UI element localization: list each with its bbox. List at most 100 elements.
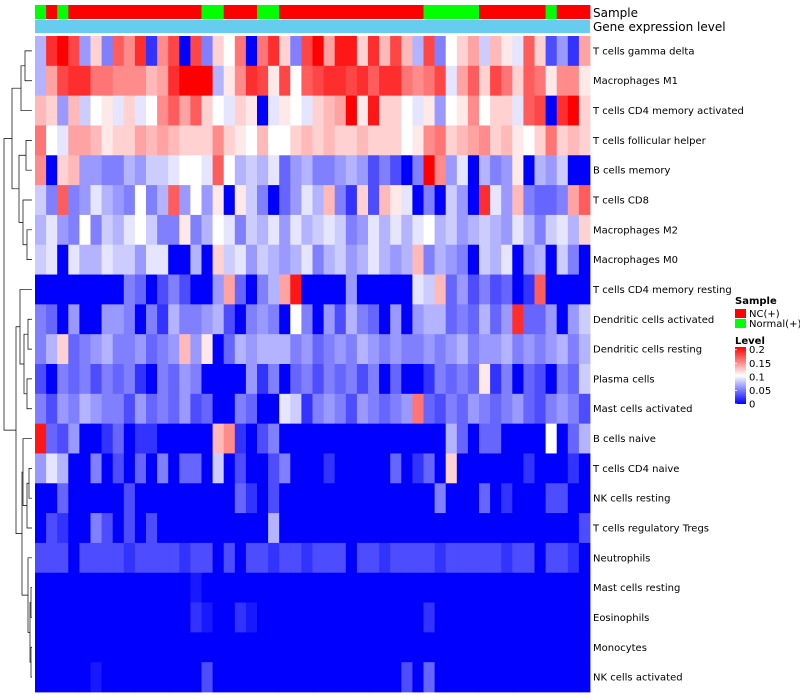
heatmap-cell bbox=[334, 155, 347, 186]
dendrogram-branch bbox=[22, 199, 32, 246]
heatmap-cell bbox=[556, 185, 569, 216]
heatmap-cell bbox=[512, 304, 524, 335]
heatmap-cell bbox=[234, 185, 247, 216]
heatmap-cell bbox=[90, 65, 102, 97]
sample-annotation-cell bbox=[467, 5, 480, 19]
heatmap-cell bbox=[401, 632, 413, 663]
heatmap-cell bbox=[434, 304, 447, 335]
heatmap-cell bbox=[179, 125, 191, 156]
heatmap-cell bbox=[57, 214, 69, 246]
heatmap-cell bbox=[134, 304, 147, 335]
heatmap-cell bbox=[157, 632, 169, 663]
heatmap-cell bbox=[268, 65, 280, 97]
heatmap-cell bbox=[356, 334, 369, 365]
heatmap-cell bbox=[356, 483, 369, 514]
heatmap-cell bbox=[157, 393, 169, 425]
heatmap-cell bbox=[390, 423, 402, 454]
heatmap-cell bbox=[390, 36, 402, 67]
heatmap-cell bbox=[112, 304, 125, 335]
heatmap-cell bbox=[467, 334, 480, 365]
heatmap-cell bbox=[434, 542, 447, 574]
heatmap-cell bbox=[534, 65, 546, 97]
heatmap-cell bbox=[379, 304, 391, 335]
heatmap-cell bbox=[345, 95, 358, 126]
heatmap-cell bbox=[212, 572, 225, 603]
heatmap-cell bbox=[212, 214, 225, 246]
heatmap-cell bbox=[434, 214, 447, 246]
heatmap-cell bbox=[268, 542, 280, 574]
legend-color-bar bbox=[735, 347, 746, 404]
heatmap-cell bbox=[234, 602, 247, 633]
heatmap-cell bbox=[379, 125, 391, 156]
heatmap-cell bbox=[168, 602, 180, 633]
heatmap-cell bbox=[345, 662, 358, 693]
sample-annotation-cell bbox=[334, 5, 347, 19]
heatmap-cell bbox=[323, 155, 336, 186]
heatmap-cell bbox=[201, 453, 213, 484]
heatmap-cell bbox=[345, 65, 358, 97]
heatmap-cell bbox=[190, 662, 202, 693]
heatmap-cell bbox=[301, 214, 313, 246]
heatmap-cell bbox=[479, 95, 491, 126]
heatmap-cell bbox=[312, 423, 324, 454]
heatmap-cell bbox=[90, 185, 102, 216]
heatmap-cell bbox=[268, 393, 280, 425]
heatmap-cell bbox=[101, 65, 114, 97]
heatmap-cell bbox=[467, 274, 480, 305]
heatmap-cell bbox=[456, 274, 469, 305]
heatmap-cell bbox=[578, 185, 591, 216]
sample-annotation-cell bbox=[35, 5, 47, 19]
heatmap-cell bbox=[390, 214, 402, 246]
heatmap-cell bbox=[79, 95, 91, 126]
heatmap-cell bbox=[556, 393, 569, 425]
heatmap-cell bbox=[490, 334, 502, 365]
heatmap-cell bbox=[512, 602, 524, 633]
heatmap-cell bbox=[368, 513, 380, 544]
heatmap-cell bbox=[501, 125, 513, 156]
heatmap-cell bbox=[57, 304, 69, 335]
sample-annotation-cell bbox=[179, 5, 191, 19]
heatmap-cell bbox=[301, 155, 313, 186]
heatmap-cell bbox=[490, 542, 502, 574]
heatmap-cell bbox=[79, 393, 91, 425]
heatmap-cell bbox=[123, 185, 136, 216]
heatmap-cell bbox=[112, 185, 125, 216]
heatmap-cell bbox=[368, 393, 380, 425]
heatmap-cell bbox=[334, 304, 347, 335]
heatmap-cell bbox=[190, 214, 202, 246]
heatmap-cell bbox=[412, 244, 424, 275]
heatmap-cell bbox=[567, 155, 580, 186]
heatmap-cell bbox=[445, 483, 458, 514]
heatmap-cell bbox=[257, 513, 269, 544]
heatmap-cell bbox=[190, 95, 202, 126]
heatmap-cell bbox=[556, 274, 569, 305]
heatmap-cell bbox=[368, 542, 380, 574]
heatmap-cell bbox=[479, 483, 491, 514]
heatmap-cell bbox=[501, 662, 513, 693]
heatmap-cell bbox=[445, 453, 458, 484]
heatmap-cell bbox=[123, 214, 136, 246]
heatmap-cell bbox=[257, 662, 269, 693]
heatmap-cell bbox=[57, 602, 69, 633]
dendrogram-branch bbox=[15, 326, 22, 534]
heatmap-cell bbox=[379, 513, 391, 544]
heatmap-cell bbox=[146, 304, 158, 335]
heatmap-cell bbox=[401, 423, 413, 454]
heatmap-cell bbox=[567, 244, 580, 275]
heatmap-cell bbox=[523, 423, 535, 454]
heatmap-cell bbox=[445, 214, 458, 246]
heatmap-cell bbox=[445, 274, 458, 305]
heatmap-cell bbox=[212, 513, 225, 544]
heatmap-cell bbox=[345, 513, 358, 544]
sample-annotation-cell bbox=[290, 5, 302, 19]
heatmap-cell bbox=[290, 453, 302, 484]
heatmap-cell bbox=[245, 36, 258, 67]
heatmap-cell bbox=[423, 244, 435, 275]
heatmap-cell bbox=[290, 185, 302, 216]
row-label: Macrophages M0 bbox=[593, 255, 678, 266]
row-label: T cells CD4 memory activated bbox=[592, 106, 744, 117]
heatmap-cell bbox=[390, 125, 402, 156]
heatmap-cell bbox=[179, 334, 191, 365]
heatmap-cell bbox=[356, 155, 369, 186]
heatmap-cell bbox=[245, 483, 258, 514]
